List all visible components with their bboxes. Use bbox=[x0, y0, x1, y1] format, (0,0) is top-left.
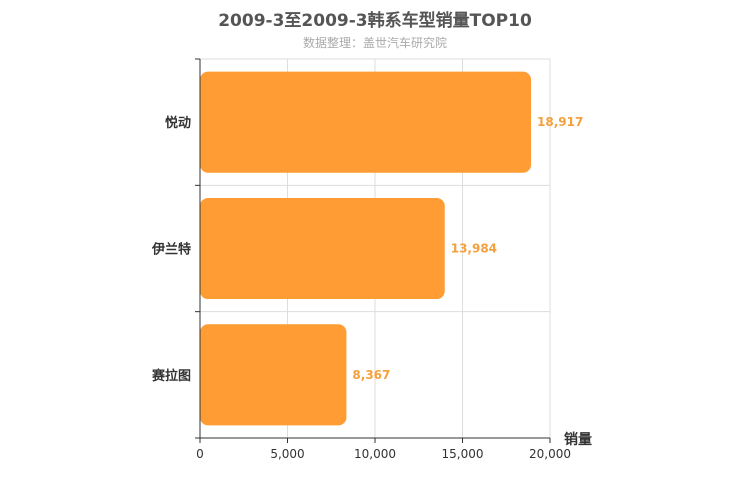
chart-subtitle: 数据整理：盖世汽车研究院 bbox=[302, 36, 447, 50]
value-label-1: 18,917 bbox=[537, 115, 583, 129]
x-tick-label-5: 20,000 bbox=[529, 447, 571, 461]
category-label-2: 伊兰特 bbox=[151, 242, 191, 258]
bar-3 bbox=[200, 324, 347, 426]
value-label-3: 8,367 bbox=[352, 368, 390, 382]
x-tick-label-4: 15,000 bbox=[442, 447, 484, 461]
labels: 18,917 悦动 13,984 伊兰特 8,367 赛拉图 0 5,000 10,000 15,… bbox=[151, 115, 592, 461]
x-tick-label-2: 5,000 bbox=[270, 447, 304, 461]
category-label-1: 悦动 bbox=[165, 115, 191, 131]
value-label-2: 13,984 bbox=[451, 242, 497, 256]
x-tick-label-1: 0 bbox=[196, 447, 204, 461]
chart-title: 2009-3至2009-3韩系车型销量TOP10 bbox=[218, 11, 532, 31]
bar-2 bbox=[200, 197, 445, 300]
axes bbox=[195, 58, 551, 443]
bars bbox=[200, 71, 532, 426]
x-tick-label-3: 10,000 bbox=[354, 447, 396, 461]
bar-1 bbox=[200, 71, 532, 173]
category-label-3: 赛拉图 bbox=[151, 368, 191, 384]
x-axis-label: 销量 bbox=[564, 431, 592, 448]
